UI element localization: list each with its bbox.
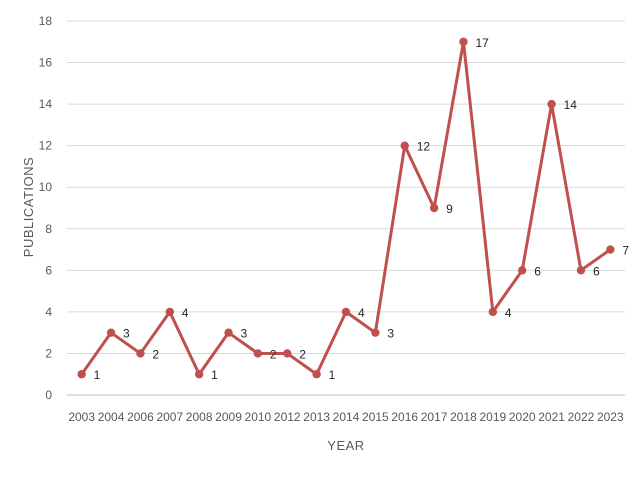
y-tick-label: 10 [39, 180, 53, 194]
data-point [488, 307, 498, 317]
data-label: 4 [182, 306, 189, 320]
x-tick-label: 2015 [362, 410, 389, 424]
data-point [459, 37, 468, 46]
data-label: 2 [270, 347, 277, 361]
data-point [165, 307, 174, 317]
data-label: 7 [622, 244, 629, 258]
y-tick-label: 8 [45, 222, 52, 236]
data-label: 14 [564, 98, 578, 112]
x-tick-label: 2009 [215, 410, 242, 424]
x-tick-label: 2020 [509, 410, 536, 424]
x-tick-label: 2018 [450, 410, 477, 424]
data-label: 1 [211, 368, 218, 382]
data-point [312, 370, 321, 379]
y-tick-label: 4 [45, 305, 52, 319]
x-tick-label: 2022 [568, 410, 595, 424]
data-label: 6 [534, 264, 541, 278]
data-label: 1 [94, 368, 101, 382]
y-tick-label: 6 [45, 263, 52, 277]
data-label: 9 [446, 202, 453, 216]
y-tick-label: 14 [39, 97, 53, 111]
x-tick-label: 2021 [538, 410, 565, 424]
x-axis-title: YEAR [327, 438, 364, 453]
x-tick-label: 2014 [333, 410, 360, 424]
data-label: 2 [152, 347, 159, 361]
x-tick-label: 2017 [421, 410, 448, 424]
data-label: 17 [475, 36, 489, 50]
y-tick-labels: 0 2 4 6 8 10 12 14 16 18 [39, 14, 53, 402]
data-point [253, 349, 263, 358]
series-line [80, 40, 612, 376]
data-point [547, 99, 556, 109]
x-tick-label: 2004 [98, 410, 125, 424]
x-tick-label: 2012 [274, 410, 301, 424]
data-point [400, 141, 409, 150]
data-points [77, 37, 615, 379]
data-label: 4 [358, 306, 365, 320]
data-label: 12 [417, 140, 431, 154]
data-label: 4 [505, 306, 512, 320]
data-point [136, 349, 145, 358]
data-point [606, 245, 615, 254]
x-tick-labels: 2003 2004 2006 2007 2008 2009 2010 2012 2013 2014… [68, 410, 624, 424]
y-tick-label: 12 [39, 139, 53, 153]
data-label: 3 [241, 327, 248, 341]
x-tick-label: 2006 [127, 410, 154, 424]
x-tick-label: 2023 [597, 410, 624, 424]
data-point [371, 328, 380, 337]
x-tick-label: 2019 [479, 410, 506, 424]
data-point [194, 370, 204, 379]
series-line-layer [80, 40, 612, 376]
gridlines [67, 20, 625, 354]
data-point [576, 266, 586, 275]
x-tick-label: 2003 [68, 410, 95, 424]
x-tick-label: 2007 [156, 410, 183, 424]
data-point [429, 203, 439, 213]
data-point [283, 349, 292, 358]
x-tick-label: 2013 [303, 410, 330, 424]
y-tick-label: 18 [39, 14, 53, 28]
data-point [77, 370, 86, 379]
data-point [341, 307, 351, 317]
data-point [518, 266, 527, 275]
data-label: 2 [299, 347, 306, 361]
x-tick-label: 2016 [391, 410, 418, 424]
y-tick-label: 2 [45, 346, 52, 360]
x-tick-label: 2008 [186, 410, 213, 424]
data-label: 3 [387, 327, 394, 341]
data-label: 1 [329, 368, 336, 382]
x-tick-label: 2010 [245, 410, 272, 424]
data-label: 3 [123, 327, 130, 341]
y-axis-title: PUBLICATIONS [21, 157, 36, 257]
y-tick-label: 0 [45, 388, 52, 402]
data-point [106, 328, 116, 337]
data-label: 6 [593, 264, 600, 278]
y-tick-label: 16 [39, 56, 53, 70]
data-point [224, 328, 233, 337]
